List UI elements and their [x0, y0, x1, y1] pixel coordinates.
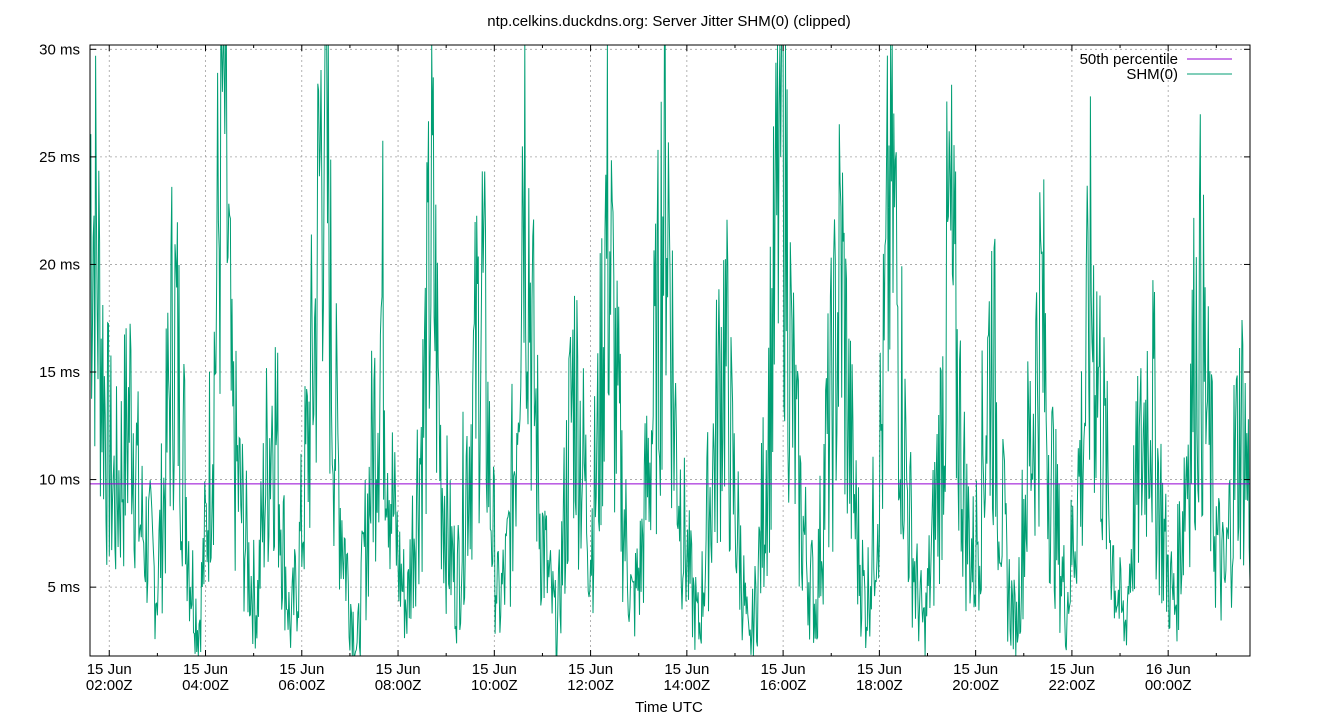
y-tick-label: 15 ms — [39, 364, 80, 381]
x-tick-time: 00:00Z — [1145, 677, 1192, 694]
x-tick-time: 20:00Z — [952, 677, 999, 694]
plot-border — [89, 44, 1251, 657]
x-tick-date: 15 Jun — [857, 661, 902, 678]
x-tick-date: 15 Jun — [568, 661, 613, 678]
series-group — [89, 44, 1251, 657]
x-tick-time: 22:00Z — [1049, 677, 1096, 694]
x-tick-date: 15 Jun — [87, 661, 132, 678]
y-tick-label: 30 ms — [39, 41, 80, 58]
x-tick-time: 14:00Z — [663, 677, 710, 694]
x-tick-date: 16 Jun — [1146, 661, 1191, 678]
x-tick-date: 15 Jun — [761, 661, 806, 678]
y-tick-label: 25 ms — [39, 149, 80, 166]
x-tick-date: 15 Jun — [1049, 661, 1094, 678]
chart-title: ntp.celkins.duckdns.org: Server Jitter S… — [487, 13, 850, 30]
legend-label: 50th percentile — [1080, 51, 1178, 68]
y-tick-label: 20 ms — [39, 256, 80, 273]
x-tick-date: 15 Jun — [279, 661, 324, 678]
y-tick-label: 10 ms — [39, 472, 80, 489]
x-tick-date: 15 Jun — [376, 661, 421, 678]
x-tick-time: 16:00Z — [760, 677, 807, 694]
legend-label: SHM(0) — [1126, 66, 1178, 83]
y-tick-label: 5 ms — [47, 579, 80, 596]
x-tick-time: 18:00Z — [856, 677, 903, 694]
x-axis-label: Time UTC — [635, 699, 703, 716]
x-tick-date: 15 Jun — [664, 661, 709, 678]
x-tick-time: 10:00Z — [471, 677, 518, 694]
x-tick-time: 06:00Z — [278, 677, 325, 694]
x-tick-date: 15 Jun — [472, 661, 517, 678]
x-tick-time: 12:00Z — [567, 677, 614, 694]
series-shm0-line — [89, 44, 1251, 657]
x-tick-time: 02:00Z — [86, 677, 133, 694]
x-tick-time: 08:00Z — [375, 677, 422, 694]
x-tick-time: 04:00Z — [182, 677, 229, 694]
x-tick-date: 15 Jun — [183, 661, 228, 678]
x-tick-date: 15 Jun — [953, 661, 998, 678]
